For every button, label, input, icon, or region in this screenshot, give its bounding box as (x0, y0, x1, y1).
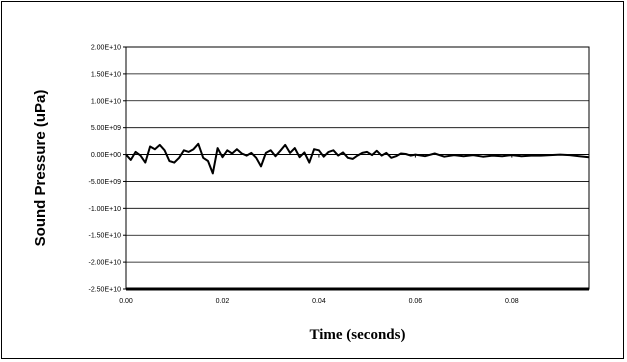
x-tick-label: 0.02 (216, 298, 230, 305)
y-axis-ticks: 2.00E+10 1.50E+10 1.00E+10 5.00E+09 0.00E+00… (89, 45, 126, 294)
y-tick-label: 1.00E+10 (91, 98, 121, 105)
y-tick-label: -1.00E+10 (89, 206, 122, 213)
series-line-sound-pressure (125, 142, 590, 175)
y-tick-label: -5.00E+09 (89, 179, 122, 186)
y-tick-label: -2.50E+10 (89, 287, 122, 294)
y-axis-label: Sound Pressure (uPa) (32, 90, 49, 247)
y-tick-label: 0.00E+00 (91, 152, 121, 159)
x-axis-ticks: 0.00 0.02 0.04 0.06 0.08 (119, 154, 519, 305)
y-tick-label: -2.00E+10 (89, 260, 122, 267)
plot-area (125, 46, 590, 290)
x-axis-label: Time (seconds) (310, 327, 406, 343)
y-tick-label: 5.00E+09 (91, 125, 121, 132)
y-tick-label: 1.50E+10 (91, 71, 121, 78)
y-tick-label: -1.50E+10 (89, 233, 122, 240)
x-tick-label: 0.04 (312, 298, 326, 305)
x-tick-label: 0.00 (119, 298, 133, 305)
x-tick-label: 0.06 (409, 298, 423, 305)
gridlines (126, 46, 589, 291)
y-tick-label: 2.00E+10 (91, 45, 121, 52)
x-tick-label: 0.08 (505, 298, 519, 305)
